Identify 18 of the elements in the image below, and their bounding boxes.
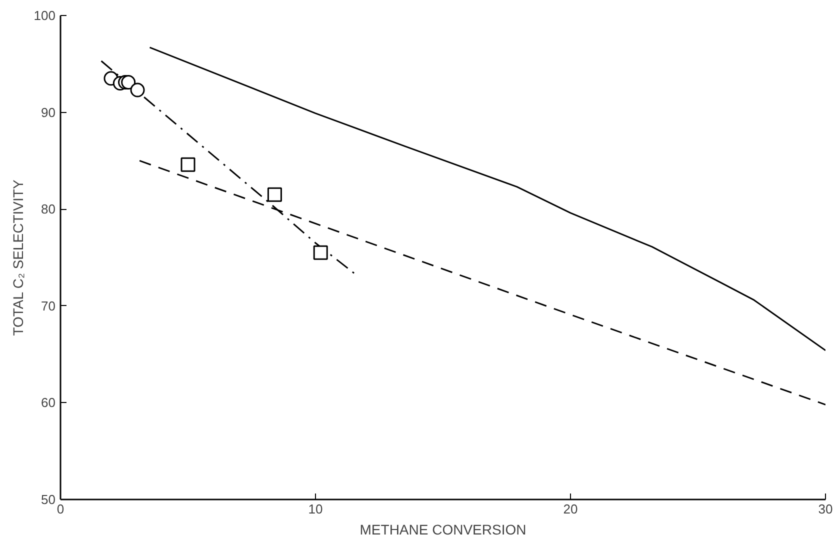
- y-tick-label: 80: [41, 202, 56, 217]
- point: [180, 157, 196, 172]
- x-tick-label: 10: [308, 502, 323, 516]
- y-tick-label: 70: [41, 298, 56, 314]
- point: [267, 187, 282, 202]
- y-tick-label: 60: [41, 395, 56, 410]
- x-tick-label: 20: [563, 502, 578, 516]
- x-axis-title: METHANE CONVERSION: [360, 522, 526, 538]
- y-tick-label: 90: [41, 104, 56, 120]
- x-tick-label: 0: [56, 502, 64, 516]
- point: [130, 82, 145, 98]
- x-tick-label: 30: [818, 502, 833, 516]
- y-axis-title: TOTAL C₂ SELECTIVITY: [10, 179, 26, 336]
- point: [313, 245, 328, 260]
- y-tick-label: 50: [41, 492, 56, 507]
- y-tick-label: 100: [34, 8, 56, 23]
- point: [121, 75, 136, 90]
- line-series: [149, 46, 826, 352]
